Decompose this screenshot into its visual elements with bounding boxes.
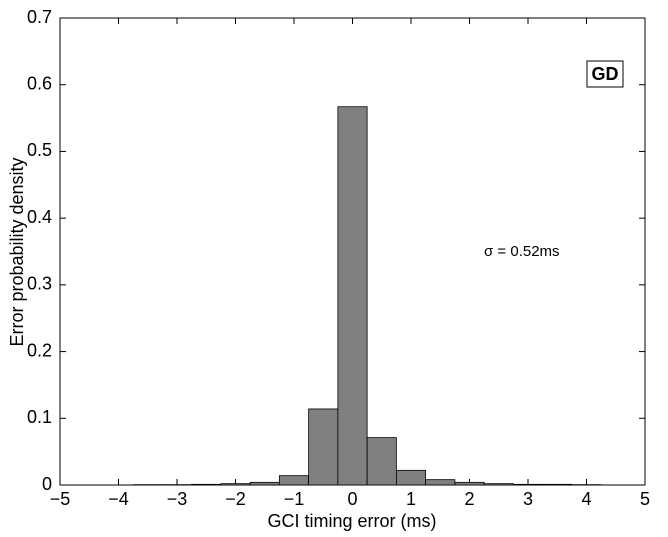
x-tick-label: −4 xyxy=(108,489,129,509)
bar xyxy=(249,481,280,486)
bar xyxy=(191,483,222,486)
bar xyxy=(220,483,251,486)
bar xyxy=(337,106,368,486)
bar xyxy=(366,437,397,486)
bar xyxy=(483,483,514,486)
y-tick-label: 0.4 xyxy=(27,207,52,227)
y-tick-label: 0 xyxy=(42,474,52,494)
bar xyxy=(512,483,544,486)
x-tick-label: 0 xyxy=(347,489,357,509)
bar xyxy=(308,408,339,486)
y-axis-label: Error probability density xyxy=(7,157,27,346)
x-tick-label: 4 xyxy=(581,489,591,509)
bar xyxy=(425,479,456,486)
x-tick-label: −5 xyxy=(50,489,71,509)
bar xyxy=(278,475,310,486)
bar xyxy=(454,481,485,486)
bar xyxy=(542,483,573,486)
y-tick-label: 0.6 xyxy=(27,73,52,93)
x-tick-label: 2 xyxy=(464,489,474,509)
x-tick-label: −2 xyxy=(225,489,246,509)
x-tick-label: −1 xyxy=(284,489,305,509)
annotation: GD xyxy=(592,64,619,84)
y-tick-label: 0.3 xyxy=(27,274,52,294)
annotation-box xyxy=(586,60,624,88)
bar xyxy=(395,469,427,486)
y-tick-label: 0.2 xyxy=(27,340,52,360)
x-tick-label: −3 xyxy=(167,489,188,509)
y-tick-label: 0.7 xyxy=(27,7,52,27)
x-tick-label: 1 xyxy=(406,489,416,509)
x-axis-label: GCI timing error (ms) xyxy=(267,511,436,531)
x-tick-label: 3 xyxy=(523,489,533,509)
x-tick-label: 5 xyxy=(640,489,650,509)
annotation: σ = 0.52ms xyxy=(484,243,560,260)
y-tick-label: 0.1 xyxy=(27,407,52,427)
y-tick-label: 0.5 xyxy=(27,140,52,160)
